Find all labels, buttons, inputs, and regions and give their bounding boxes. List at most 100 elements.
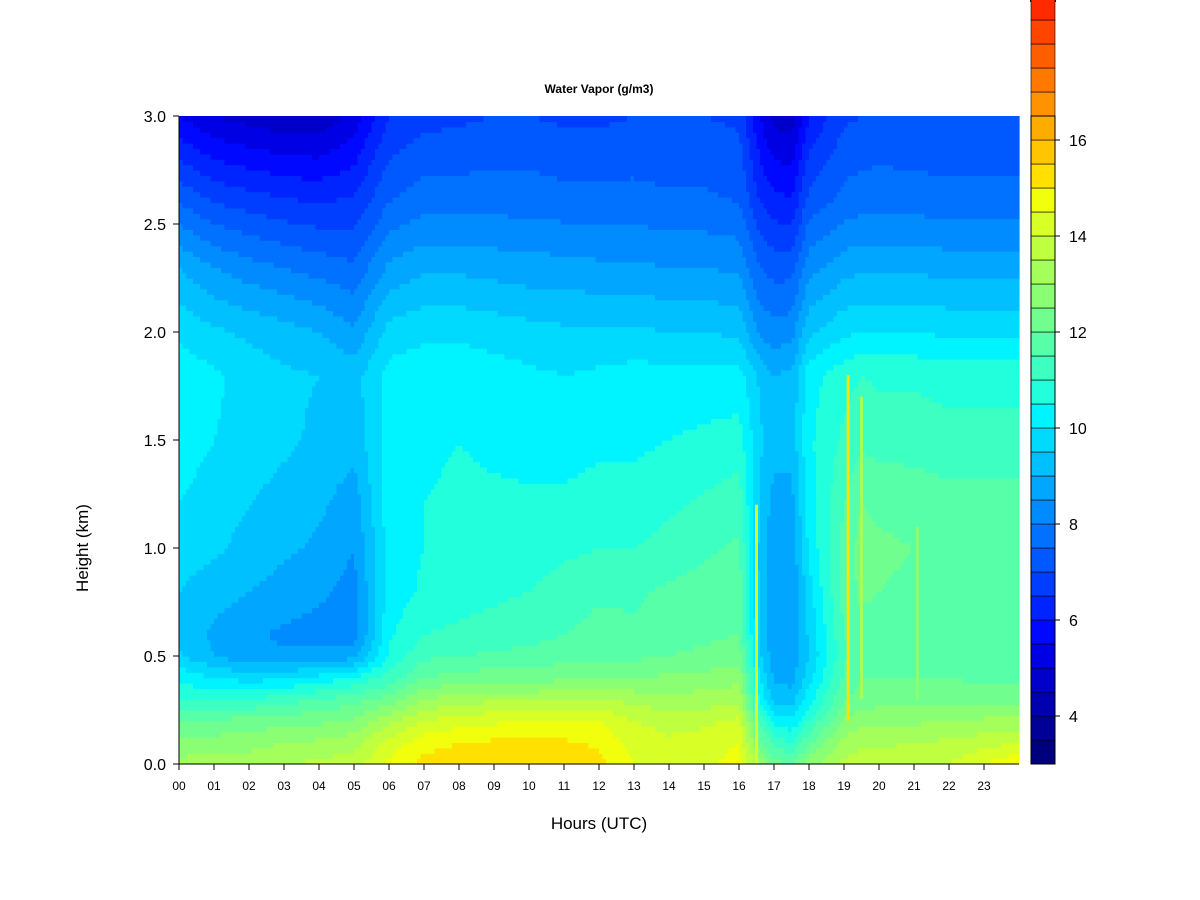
- heatmap-cell: [249, 337, 253, 343]
- heatmap-cell: [221, 294, 225, 300]
- heatmap-cell: [256, 294, 260, 300]
- heatmap-cell: [200, 321, 204, 327]
- heatmap-cell: [274, 208, 278, 214]
- heatmap-cell: [242, 710, 246, 716]
- heatmap-cell: [277, 526, 281, 532]
- heatmap-cell: [267, 451, 271, 457]
- heatmap-cell: [186, 418, 190, 424]
- heatmap-cell: [218, 143, 222, 149]
- heatmap-cell: [263, 640, 267, 646]
- heatmap-cell: [256, 165, 260, 171]
- heatmap-cell: [291, 348, 295, 354]
- heatmap-cell: [214, 240, 218, 246]
- heatmap-cell: [193, 413, 197, 419]
- heatmap-cell: [228, 597, 232, 603]
- heatmap-cell: [228, 354, 232, 360]
- heatmap-cell: [284, 435, 288, 441]
- heatmap-cell: [218, 602, 222, 608]
- heatmap-cell: [235, 359, 239, 365]
- heatmap-cell: [263, 138, 267, 144]
- heatmap-cell: [288, 386, 292, 392]
- heatmap-cell: [183, 478, 187, 484]
- heatmap-cell: [267, 170, 271, 176]
- heatmap-cell: [235, 192, 239, 198]
- heatmap-cell: [235, 262, 239, 268]
- heatmap-cell: [246, 472, 250, 478]
- heatmap-cell: [183, 532, 187, 538]
- heatmap-cell: [267, 688, 271, 694]
- heatmap-cell: [267, 489, 271, 495]
- heatmap-cell: [291, 235, 295, 241]
- heatmap-cell: [197, 489, 201, 495]
- heatmap-cell: [295, 499, 299, 505]
- heatmap-cell: [267, 397, 271, 403]
- heatmap-cell: [197, 462, 201, 468]
- heatmap-cell: [284, 467, 288, 473]
- heatmap-cell: [291, 327, 295, 333]
- heatmap-cell: [214, 364, 218, 370]
- heatmap-cell: [256, 251, 260, 257]
- heatmap-cell: [211, 370, 215, 376]
- heatmap-cell: [197, 278, 201, 284]
- heatmap-cell: [183, 186, 187, 192]
- heatmap-cell: [204, 300, 208, 306]
- heatmap-cell: [242, 672, 246, 678]
- heatmap-cell: [291, 224, 295, 230]
- heatmap-cell: [291, 283, 295, 289]
- heatmap-cell: [288, 651, 292, 657]
- heatmap-cell: [253, 478, 257, 484]
- heatmap-cell: [200, 240, 204, 246]
- heatmap-cell: [183, 143, 187, 149]
- heatmap-cell: [242, 489, 246, 495]
- heatmap-cell: [207, 229, 211, 235]
- heatmap-cell: [242, 429, 246, 435]
- heatmap-cell: [249, 224, 253, 230]
- heatmap-cell: [211, 559, 215, 565]
- heatmap-cell: [253, 402, 257, 408]
- heatmap-cell: [211, 645, 215, 651]
- heatmap-cell: [242, 332, 246, 338]
- heatmap-cell: [239, 181, 243, 187]
- heatmap-cell: [242, 591, 246, 597]
- heatmap-cell: [197, 510, 201, 516]
- heatmap-cell: [200, 202, 204, 208]
- heatmap-cell: [186, 240, 190, 246]
- heatmap-cell: [204, 510, 208, 516]
- heatmap-cell: [263, 262, 267, 268]
- heatmap-cell: [183, 116, 187, 122]
- heatmap-cell: [249, 418, 253, 424]
- heatmap-cell: [270, 683, 274, 689]
- heatmap-cell: [288, 267, 292, 273]
- heatmap-cell: [200, 283, 204, 289]
- heatmap-cell: [260, 732, 264, 738]
- heatmap-cell: [281, 607, 285, 613]
- heatmap-cell: [242, 235, 246, 241]
- heatmap-cell: [228, 121, 232, 127]
- heatmap-cell: [242, 229, 246, 235]
- heatmap-cell: [228, 726, 232, 732]
- heatmap-cell: [200, 634, 204, 640]
- heatmap-cell: [207, 386, 211, 392]
- heatmap-cell: [249, 543, 253, 549]
- heatmap-cell: [267, 715, 271, 721]
- heatmap-cell: [235, 375, 239, 381]
- heatmap-cell: [186, 327, 190, 333]
- heatmap-cell: [281, 456, 285, 462]
- heatmap-cell: [204, 678, 208, 684]
- heatmap-cell: [295, 489, 299, 495]
- heatmap-cell: [242, 505, 246, 511]
- heatmap-cell: [242, 607, 246, 613]
- heatmap-cell: [291, 208, 295, 214]
- heatmap-cell: [235, 613, 239, 619]
- heatmap-cell: [284, 138, 288, 144]
- heatmap-cell: [232, 262, 236, 268]
- heatmap-cell: [214, 408, 218, 414]
- heatmap-cell: [270, 148, 274, 154]
- heatmap-cell: [193, 170, 197, 176]
- heatmap-cell: [277, 310, 281, 316]
- heatmap-cell: [284, 381, 288, 387]
- heatmap-cell: [211, 116, 215, 122]
- heatmap-cell: [225, 386, 229, 392]
- heatmap-cell: [274, 688, 278, 694]
- heatmap-cell: [211, 154, 215, 160]
